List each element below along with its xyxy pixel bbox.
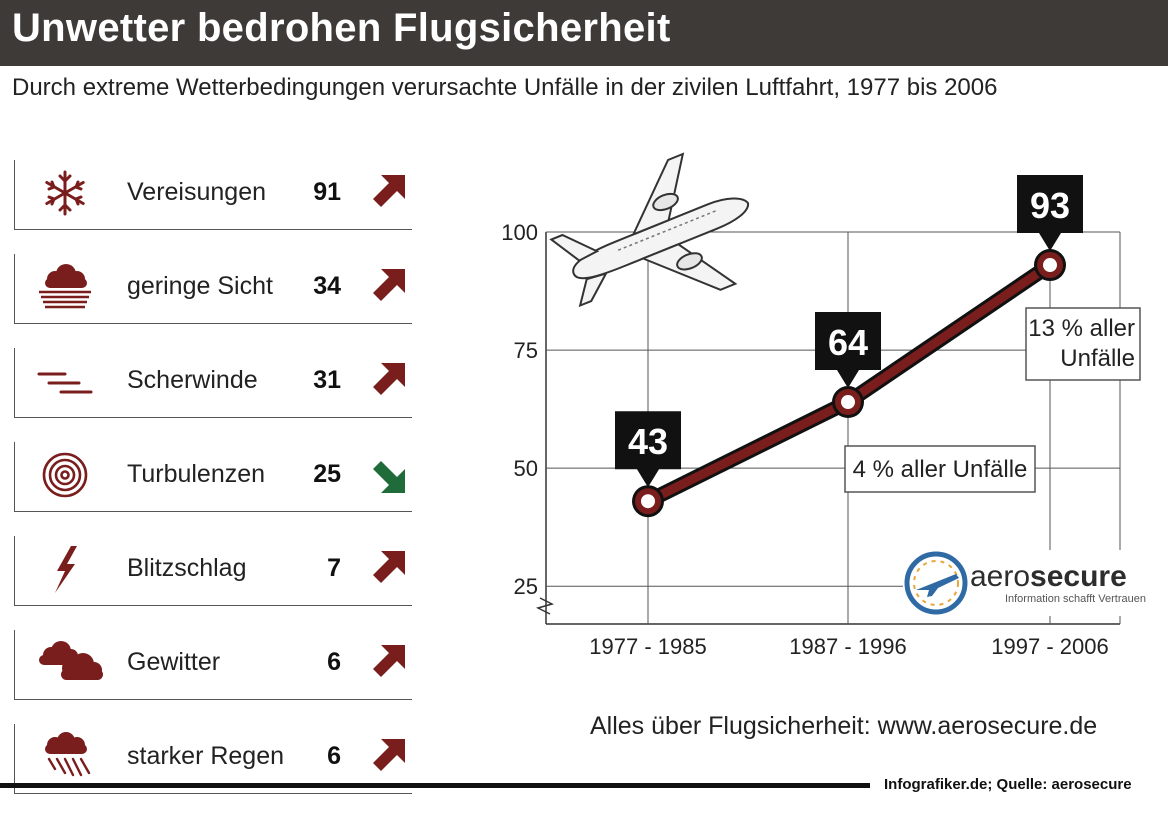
trend-up-arrow-icon [373,551,405,583]
cause-value: 25 [313,460,341,488]
cause-label: Scherwinde [127,366,258,394]
data-label: 64 [828,322,868,363]
aerosecure-logo: aerosecure Information schafft Vertrauen [903,550,1148,616]
logo-name-bold: secure [1030,560,1127,593]
data-point-center [641,494,655,509]
cause-value: 6 [327,742,341,770]
cause-value: 34 [313,272,341,300]
trend-down-arrow-icon [373,461,405,493]
trend-up-arrow-icon [373,269,405,301]
data-label: 43 [628,421,668,462]
cause-label: Turbulenzen [127,460,266,488]
data-label-callout [1017,175,1083,252]
data-label: 93 [1030,185,1070,226]
annotation-text: 4 % aller Unfälle [853,456,1028,483]
axis-break-mark [535,597,555,615]
cause-row-gewitter: Gewitter 6 [14,630,412,700]
y-tick-label: 100 [501,220,538,245]
cause-label: geringe Sicht [127,272,273,300]
wind-icon [37,372,93,394]
annotation-text-line-1: 13 % aller [1028,315,1135,342]
fog-icon [39,264,91,309]
cause-value: 7 [327,554,341,582]
logo-wordmark: aerosecure [970,560,1127,593]
trend-up-arrow-icon [373,363,405,395]
annotation-13-percent: 13 % aller Unfälle [1025,307,1141,381]
y-tick-label: 75 [514,338,538,363]
x-tick-label: 1987 - 1996 [789,634,906,659]
x-tick-label: 1997 - 2006 [991,634,1108,659]
rain-icon [45,732,91,777]
footer-url-text: Alles über Flugsicherheit: www.aerosecur… [590,712,1098,740]
thundercloud-icon [39,641,103,680]
cause-label: starker Regen [127,742,285,770]
data-label-callout [815,312,881,389]
lightning-icon [55,546,77,593]
spiral-icon [42,452,88,498]
footer-divider [0,783,870,788]
cause-list: Vereisungen 91 geringe Sicht 34 [14,160,412,818]
annotation-text-line-2: Unfälle [1060,345,1135,372]
annotation-4-percent: 4 % aller Unfälle [844,445,1036,493]
cause-value: 31 [313,366,341,394]
logo-plane-icon [916,574,959,597]
footer-credit: Infografiker.de; Quelle: aerosecure [884,776,1132,793]
marks-layer: 43 64 93 [615,175,1083,518]
snowflake-icon [45,170,85,216]
x-tick-label: 1977 - 1985 [589,634,706,659]
cause-label: Blitzschlag [127,554,247,582]
data-point-center [1043,258,1057,273]
airplane-illustration [549,152,750,308]
cause-row-starker-regen: starker Regen 6 [14,724,412,794]
trend-up-arrow-icon [373,739,405,771]
cause-value: 91 [313,178,341,206]
cause-label: Gewitter [127,648,221,676]
cause-row-turbulenzen: Turbulenzen 25 [14,442,412,512]
page-title: Unwetter bedrohen Flugsicherheit [12,6,671,50]
y-tick-label: 25 [514,574,538,599]
cause-label: Vereisungen [127,178,267,206]
cause-row-vereisungen: Vereisungen 91 [14,160,412,230]
logo-tagline: Information schafft Vertrauen [1005,593,1146,605]
accident-trend-chart: 25 50 75 100 1977 - 1985 1987 - 1996 1997 - 20… [501,152,1148,659]
data-point-center [841,395,855,410]
data-label-callout [615,411,681,488]
page-subtitle: Durch extreme Wetterbedingungen verursac… [12,74,998,101]
grid-layer: 25 50 75 100 1977 - 1985 1987 - 1996 1997 - 20… [501,220,1121,659]
trend-up-arrow-icon [373,175,405,207]
cause-row-blitzschlag: Blitzschlag 7 [14,536,412,606]
cause-row-geringe-sicht: geringe Sicht 34 [14,254,412,324]
cause-row-scherwinde: Scherwinde 31 [14,348,412,418]
logo-name: aero [970,560,1030,593]
y-tick-label: 50 [514,456,538,481]
header-bar: Unwetter bedrohen Flugsicherheit [0,0,1168,66]
trend-up-arrow-icon [373,645,405,677]
cause-value: 6 [327,648,341,676]
